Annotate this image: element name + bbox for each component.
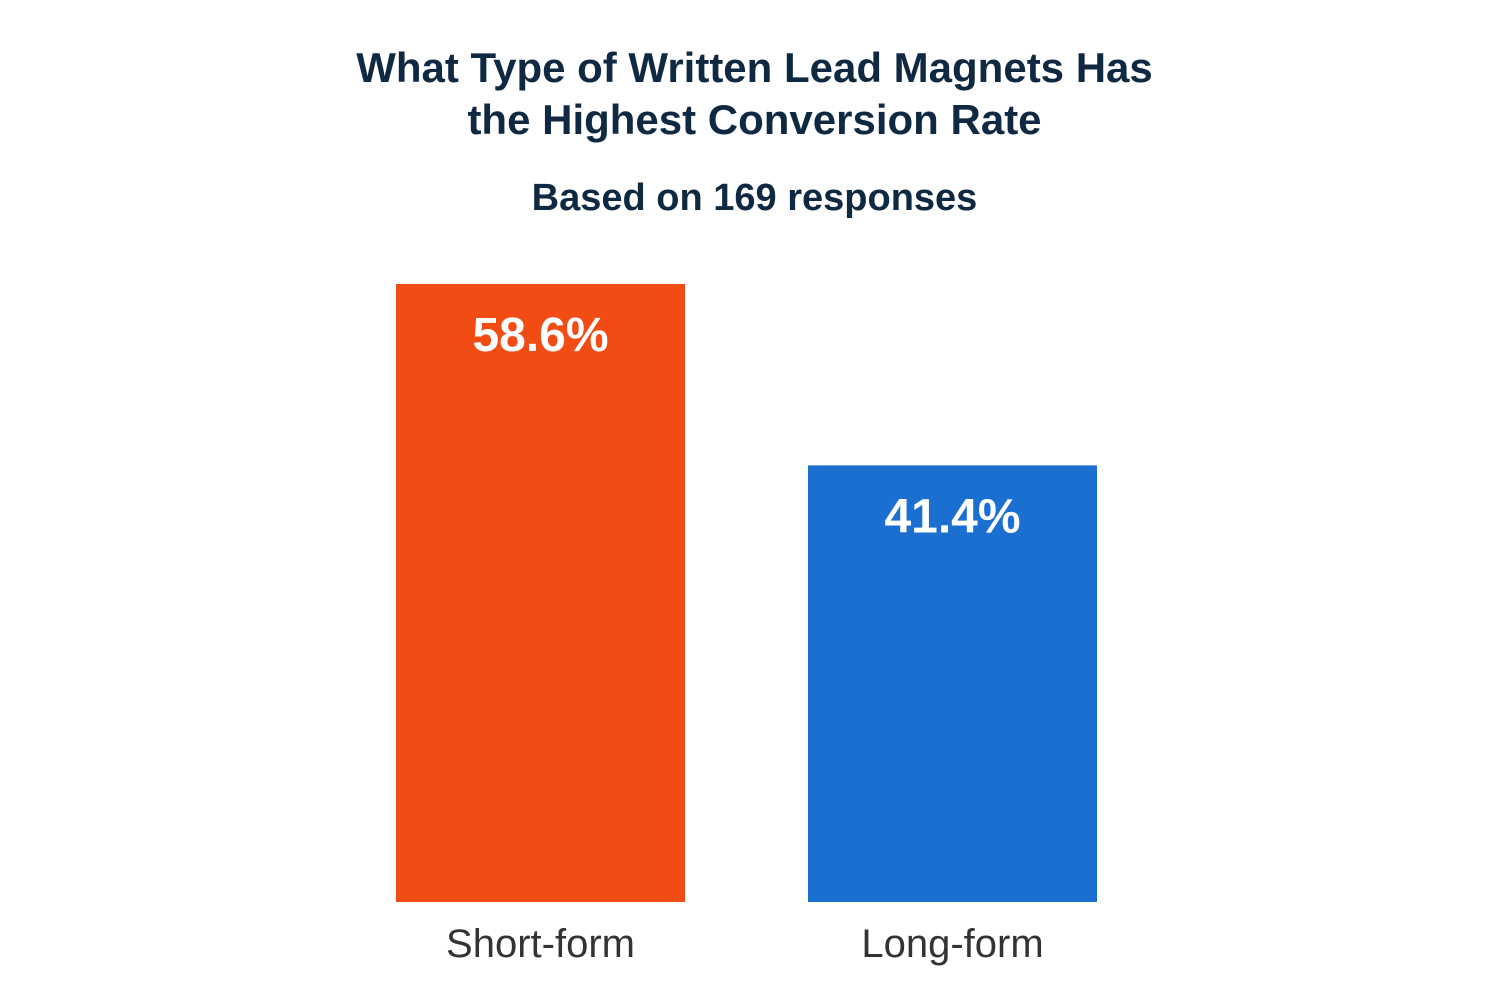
- value-label-short-form: 58.6%: [472, 309, 608, 362]
- chart-title-line-1: What Type of Written Lead Magnets Has: [356, 44, 1153, 91]
- chart-title-line-2: the Highest Conversion Rate: [467, 96, 1042, 143]
- bar-short-form: [396, 284, 685, 902]
- category-label-short-form: Short-form: [446, 922, 635, 966]
- bar-long-form: [808, 465, 1097, 902]
- category-label-long-form: Long-form: [861, 922, 1043, 966]
- chart-subtitle: Based on 169 responses: [531, 177, 978, 219]
- value-label-long-form: 41.4%: [884, 490, 1020, 543]
